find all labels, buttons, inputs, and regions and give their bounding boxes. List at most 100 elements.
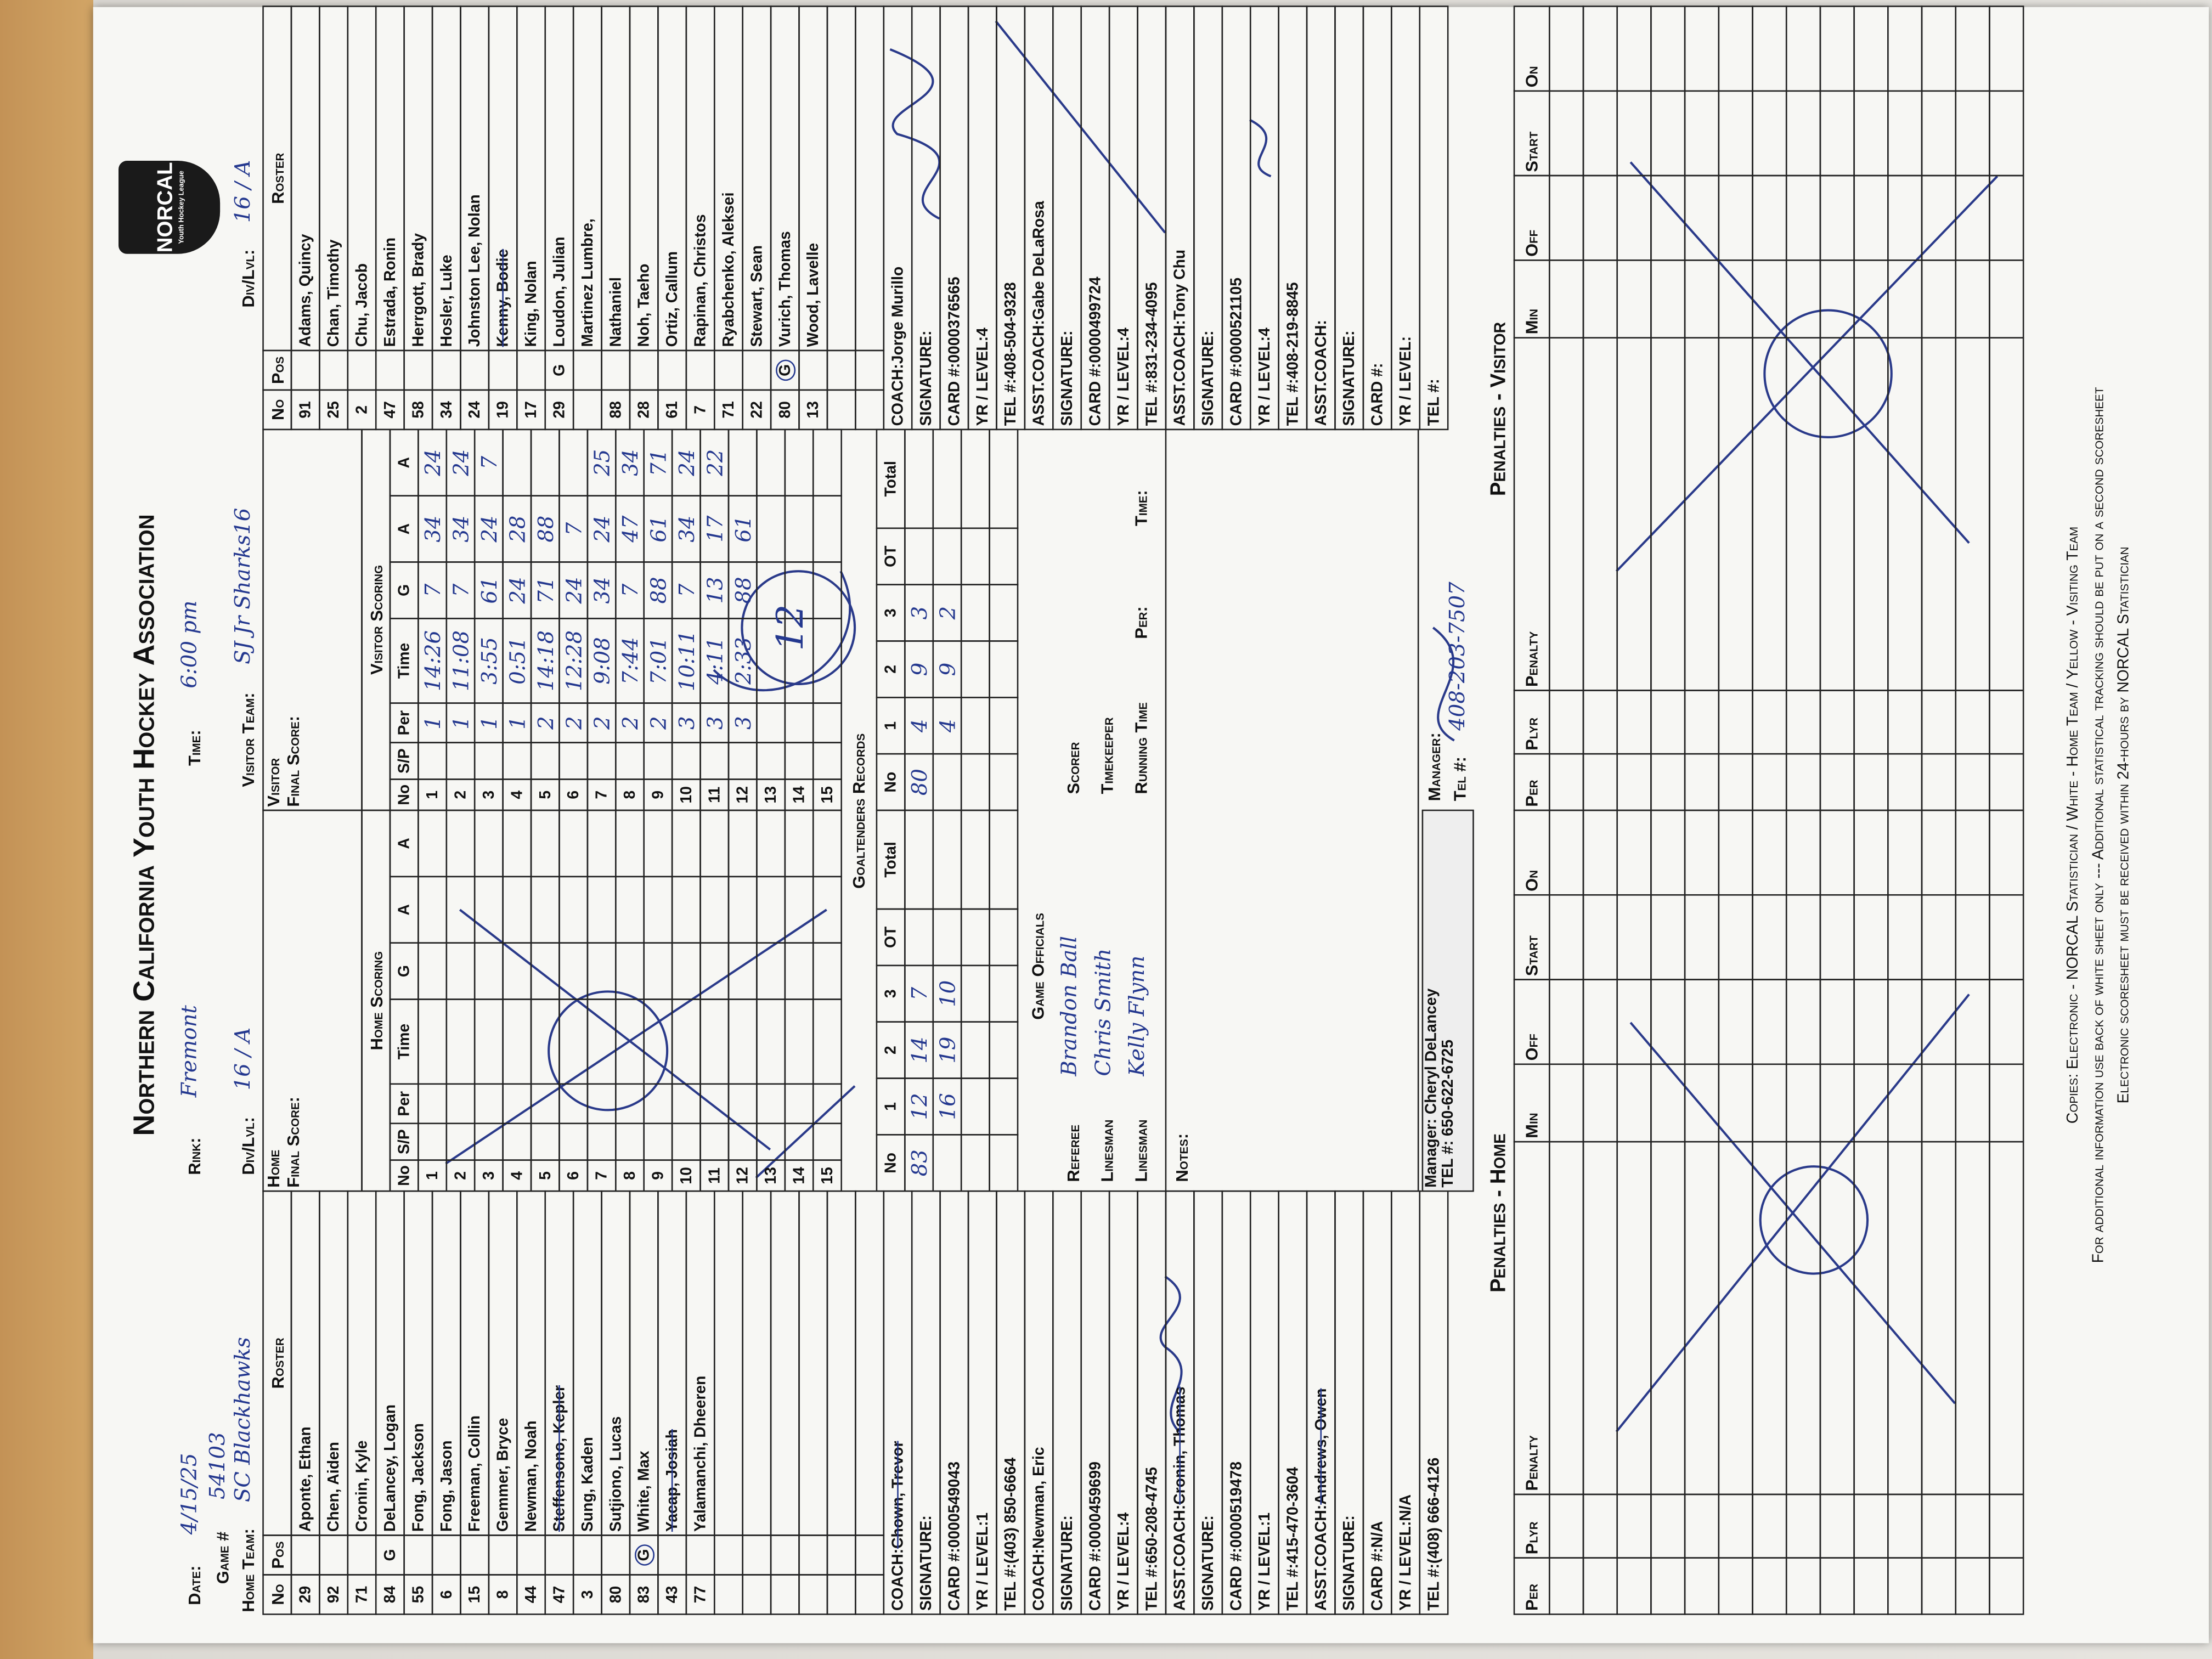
scoring-cell xyxy=(756,495,786,563)
staff-row: CARD #: N/A xyxy=(1362,1190,1392,1615)
penalty-cell xyxy=(1752,337,1787,691)
goalie-cell: 9 xyxy=(932,640,962,698)
scoring-cell: 24 xyxy=(558,561,589,619)
staff-value: 408-504-9328 xyxy=(1002,282,1019,379)
final-score-box: Home Final Score: xyxy=(262,809,363,1192)
roster-no: 29 xyxy=(290,1574,320,1615)
scoring-cell xyxy=(756,1122,786,1161)
scoring-cell: 24 xyxy=(473,495,504,563)
penalty-cell xyxy=(1955,894,1990,980)
scoring-cell: 2 xyxy=(615,702,645,743)
staff-value: 0000521105 xyxy=(1228,277,1245,363)
roster-no: 25 xyxy=(319,389,349,431)
penalty-cell xyxy=(1887,809,1923,896)
roster-no: 44 xyxy=(516,1574,546,1615)
final-score-box: Visitor Final Score: xyxy=(262,428,363,811)
penalty-cell xyxy=(1684,894,1720,980)
logo-subtext: Youth Hockey League xyxy=(177,171,186,244)
roster-pos xyxy=(685,1534,715,1576)
notes-label: Notes: xyxy=(1172,1133,1192,1182)
scoring-cell xyxy=(756,876,786,944)
scoring-row-number: 14 xyxy=(784,778,814,811)
scoring-cell: 7 xyxy=(615,561,645,619)
roster-pos xyxy=(742,1534,772,1576)
scoring-cell xyxy=(530,428,560,496)
penalty-cell xyxy=(1718,5,1753,92)
roster-no: 6 xyxy=(431,1574,461,1615)
roster-name: DeLancey, Logan xyxy=(375,1190,405,1536)
penalty-cell xyxy=(1921,809,1957,896)
scoring-cell xyxy=(671,809,701,878)
scoring-cell xyxy=(643,742,673,780)
scoring-cell xyxy=(699,942,730,1000)
roster-name xyxy=(770,1190,800,1536)
roster-name: Yacap, Josiah xyxy=(657,1190,687,1536)
penalty-cell xyxy=(1752,1063,1787,1143)
scoring-cell: 7 xyxy=(671,561,701,619)
scoring-header: Per xyxy=(389,702,419,743)
roster-pos xyxy=(516,1534,546,1576)
scoring-cell xyxy=(473,998,504,1085)
scoring-header: Time xyxy=(389,618,419,704)
staff-row: CARD #: xyxy=(1362,5,1392,431)
scoring-cell: 14:18 xyxy=(530,618,560,704)
goalie-cell xyxy=(960,428,990,529)
staff-row: SIGNATURE: xyxy=(911,5,941,431)
penalty-cell xyxy=(1989,690,2024,755)
roster-pos: G xyxy=(375,1534,405,1576)
staff-label: SIGNATURE: xyxy=(1199,1515,1217,1611)
penalty-header: Per xyxy=(1513,1557,1550,1615)
roster-name: Yalamanchi, Dheeren xyxy=(685,1190,715,1536)
staff-label: YR / LEVEL: xyxy=(1256,1521,1273,1611)
scoring-header: G xyxy=(389,942,419,1000)
scoring-cell xyxy=(530,998,560,1085)
scoring-cell xyxy=(784,495,814,563)
scoring-cell xyxy=(417,942,448,1000)
goalie-cell xyxy=(960,527,990,585)
roster-no: 17 xyxy=(516,389,546,431)
scoring-row-number: 2 xyxy=(445,1159,476,1192)
goalie-cell: 2 xyxy=(932,584,962,642)
scoring-cell xyxy=(473,742,504,780)
penalty-cell xyxy=(1819,1493,1855,1559)
staff-value: 408-219-8845 xyxy=(1284,282,1301,379)
staff-value: N/A xyxy=(1369,1521,1386,1548)
staff-row: TEL #: xyxy=(1419,5,1449,431)
penalty-cell xyxy=(1684,337,1720,691)
penalty-cell xyxy=(1616,1141,1652,1496)
goalie-cell xyxy=(932,428,962,529)
roster-no xyxy=(713,1574,743,1615)
staff-value: 1 xyxy=(974,1512,991,1521)
penalty-cell xyxy=(1549,337,1584,691)
goalie-cell xyxy=(960,584,990,642)
scoring-cell xyxy=(812,702,842,743)
scoring-header: A xyxy=(389,428,419,496)
scoring-cell xyxy=(445,809,476,878)
roster-name: Herrgott, Brady xyxy=(403,5,433,352)
goalie-cell xyxy=(960,964,990,1023)
penalty-cell xyxy=(1887,174,1923,261)
scoring-row-number: 11 xyxy=(699,1159,730,1192)
staff-value: 650-208-4745 xyxy=(1143,1466,1160,1564)
roster-pos xyxy=(319,1534,349,1576)
manager-tel: TEL #: 650-622-6725 xyxy=(1440,1039,1457,1188)
penalty-cell xyxy=(1819,690,1855,755)
label: Home Team: xyxy=(238,1528,258,1612)
staff-value: 4 xyxy=(1115,1512,1132,1521)
scoring-cell xyxy=(445,1083,476,1125)
goalie-cell xyxy=(904,809,934,910)
goalie-no xyxy=(989,753,1019,811)
penalty-cell xyxy=(1582,809,1618,896)
penalty-cell xyxy=(1819,259,1855,339)
scoring-cell: 1 xyxy=(417,702,448,743)
scoring-cell xyxy=(727,742,758,780)
scoring-cell xyxy=(615,876,645,944)
roster-pos xyxy=(290,349,320,391)
staff-value: 4 xyxy=(1256,328,1273,336)
scoring-cell xyxy=(699,1122,730,1161)
staff-row: TEL #: 408-504-9328 xyxy=(996,5,1026,431)
penalty-cell xyxy=(1616,90,1652,177)
penalty-cell xyxy=(1752,809,1787,896)
staff-label: COACH: xyxy=(1030,1548,1048,1611)
penalties-title: Penalties - Visitor xyxy=(1486,321,1510,496)
